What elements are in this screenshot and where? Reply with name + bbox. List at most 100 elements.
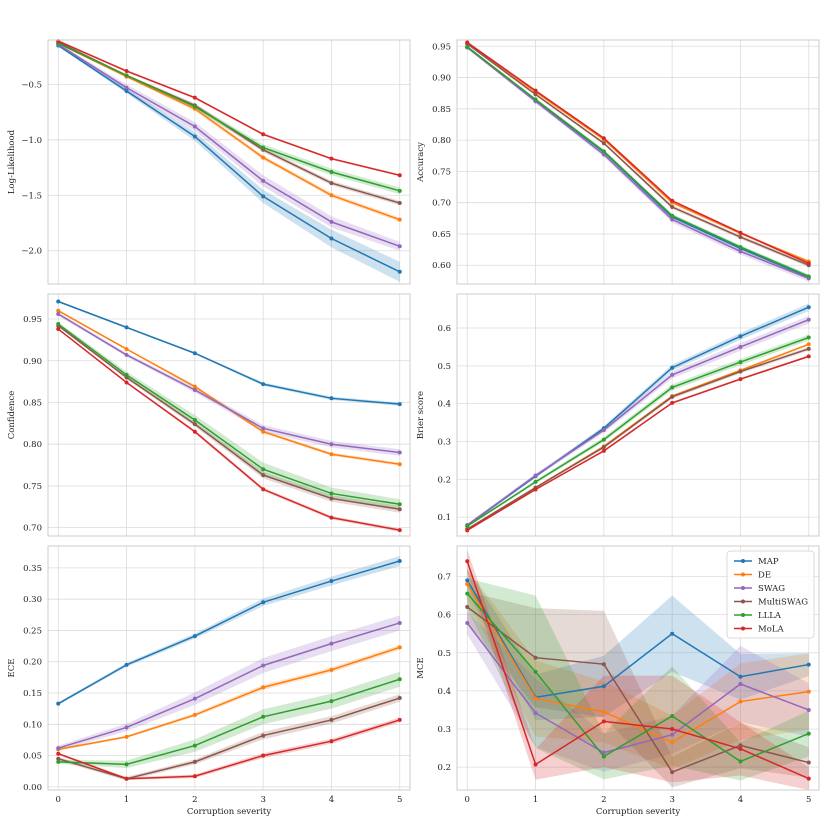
series-line-de (466, 583, 809, 744)
point-multiswag (601, 662, 606, 667)
y-axis-label: MCE (416, 657, 426, 678)
series-line-swag (57, 43, 401, 247)
point-mola (465, 528, 470, 533)
point-swag (124, 725, 129, 730)
point-mola (533, 487, 538, 492)
x-tick-label: 0 (56, 795, 61, 805)
point-mola (601, 136, 606, 141)
y-tick-label: 0.10 (23, 720, 42, 730)
y-tick-label: 0.2 (437, 763, 451, 773)
series-line-mola (57, 328, 400, 531)
y-tick-label: 0.90 (23, 357, 42, 367)
point-map (806, 305, 811, 310)
series-line-llla (58, 678, 400, 766)
point-mola (738, 230, 743, 235)
series-line-map (466, 579, 809, 699)
series-line-mola (57, 719, 400, 780)
y-axis-label: Confidence (7, 391, 17, 440)
band-multiswag (467, 591, 809, 788)
x-tick-label: 0 (465, 795, 470, 805)
y-axis-label: ECE (7, 659, 17, 678)
point-swag (670, 217, 675, 222)
panel-accuracy: 0.60 0.65 0.70 0.75 0.80 0.85 0.90 0.95 Accuracy (416, 39, 820, 285)
point-llla (806, 274, 811, 279)
point-llla (397, 677, 402, 682)
band-mola (58, 717, 400, 780)
y-tick-label: 0.2 (437, 475, 451, 485)
point-multiswag (192, 759, 197, 764)
point-llla (329, 699, 334, 704)
point-mola (738, 377, 743, 382)
point-mola (192, 429, 197, 434)
point-multiswag (670, 394, 675, 399)
point-swag (397, 620, 402, 625)
point-mola (738, 746, 743, 751)
band-map (58, 44, 400, 282)
point-mola (670, 400, 675, 405)
point-de (329, 667, 334, 672)
point-swag (533, 710, 538, 715)
y-tick-label: −1.0 (21, 136, 42, 146)
point-map (56, 701, 61, 706)
series-line-llla (57, 42, 400, 192)
x-tick-label: 2 (192, 795, 197, 805)
x-tick-label: 5 (806, 795, 811, 805)
point-llla (124, 762, 129, 767)
point-multiswag (397, 507, 402, 512)
point-llla (806, 335, 811, 340)
y-tick-label: 0.80 (23, 440, 42, 450)
point-mola (806, 261, 811, 266)
series-line-map (57, 44, 401, 273)
point-swag (533, 473, 538, 478)
y-tick-label: 0.95 (432, 42, 451, 52)
series-line-llla (466, 46, 810, 278)
point-llla (738, 360, 743, 365)
point-mola (670, 727, 675, 731)
point-map (738, 674, 743, 679)
point-multiswag (670, 205, 675, 210)
point-map (124, 325, 129, 330)
plot-frame (47, 293, 411, 537)
point-multiswag (192, 422, 197, 427)
series-line-mola (466, 355, 809, 531)
point-multiswag (806, 760, 811, 765)
point-llla (738, 759, 743, 764)
panel-brier-score: 0.1 0.2 0.3 0.4 0.5 0.6 Brier score (416, 293, 820, 537)
point-multiswag (397, 201, 402, 206)
y-tick-label: 0.6 (437, 611, 451, 621)
point-llla (670, 213, 675, 218)
point-map (738, 334, 743, 339)
series-line-multiswag (58, 697, 400, 780)
band-multiswag (58, 41, 400, 206)
point-swag (124, 85, 129, 90)
point-llla (56, 759, 61, 764)
point-mola (670, 198, 675, 203)
x-axis-label: Corruption severity (596, 807, 681, 817)
series-line-swag (57, 313, 400, 454)
point-llla (465, 524, 470, 529)
legend: MAP DE SWAG MultiSWAG LLLA MoLA (726, 550, 815, 639)
y-tick-label: 0.6 (437, 324, 451, 334)
point-map (465, 578, 470, 583)
point-swag (601, 428, 606, 433)
point-multiswag (533, 92, 538, 97)
point-llla (192, 104, 197, 109)
point-llla (670, 385, 675, 390)
point-mola (56, 327, 61, 332)
point-mola (806, 776, 811, 781)
point-swag (261, 426, 266, 431)
y-tick-label: 0.80 (432, 136, 451, 146)
point-multiswag (738, 235, 743, 240)
point-llla (533, 97, 538, 102)
series-line-swag (466, 46, 810, 280)
y-tick-label: −0.5 (21, 80, 42, 90)
series-line-swag (466, 622, 810, 754)
point-de (465, 582, 470, 587)
point-mola (261, 753, 266, 758)
series-line-llla (466, 593, 810, 763)
y-tick-label: 0.4 (437, 400, 451, 410)
point-swag (192, 696, 197, 701)
point-map (261, 600, 266, 605)
point-de (397, 645, 402, 650)
point-llla (261, 714, 266, 719)
